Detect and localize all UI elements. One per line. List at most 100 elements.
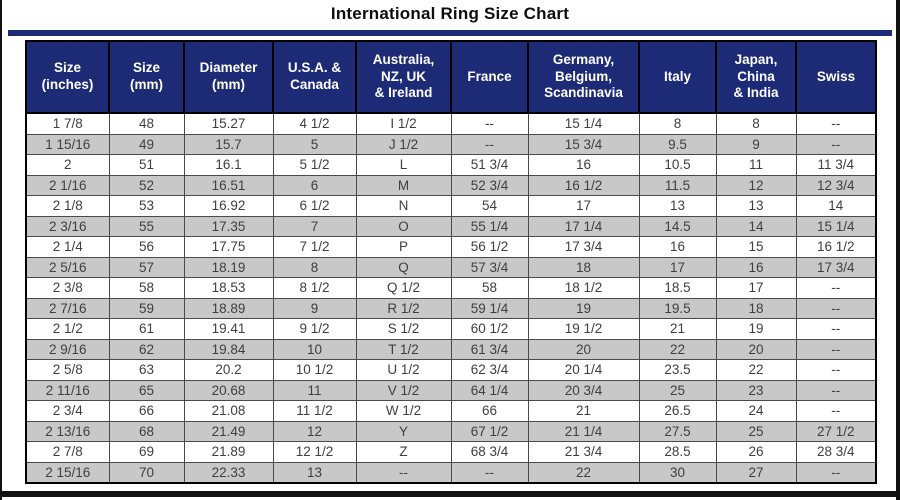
table-cell: 14 — [715, 215, 797, 237]
table-cell: -- — [795, 133, 877, 155]
table-cell: -- — [450, 112, 529, 135]
table-cell: 4 1/2 — [272, 112, 357, 135]
table-cell: S 1/2 — [355, 318, 452, 340]
table-cell: 2 3/4 — [25, 400, 110, 422]
table-cell: 9 1/2 — [272, 318, 357, 340]
table-cell: 9 — [715, 133, 797, 155]
table-cell: -- — [795, 318, 877, 340]
table-cell: 13 — [715, 195, 797, 217]
table-cell: 15 1/4 — [795, 215, 877, 237]
table-cell: 11 — [715, 154, 797, 176]
table-cell: 23.5 — [638, 359, 717, 381]
table-cell: -- — [795, 277, 877, 299]
table-cell: 27 1/2 — [795, 420, 877, 442]
table-row: 2 13/16 68 21.49 12 Y 67 1/2 21 1/4 27.5 25 27 1/… — [25, 420, 877, 442]
table-cell: 21 1/4 — [527, 420, 640, 442]
table-cell: -- — [795, 379, 877, 401]
table-cell: 18.89 — [183, 297, 274, 319]
table-cell: 10 1/2 — [272, 359, 357, 381]
table-cell: 20 1/4 — [527, 359, 640, 381]
table-cell: 11 — [272, 379, 357, 401]
column-header: Italy — [638, 40, 717, 114]
table-cell: 20 — [527, 338, 640, 360]
table-cell: 61 3/4 — [450, 338, 529, 360]
table-cell: 8 — [272, 256, 357, 278]
table-cell: -- — [795, 112, 877, 135]
table-cell: -- — [450, 133, 529, 155]
table-cell: 30 — [638, 461, 717, 484]
table-cell: 21 — [527, 400, 640, 422]
table-cell: 57 — [108, 256, 185, 278]
table-cell: 62 — [108, 338, 185, 360]
table-cell: Z — [355, 441, 452, 463]
table-cell: 16 — [638, 236, 717, 258]
table-cell: 2 5/8 — [25, 359, 110, 381]
table-cell: O — [355, 215, 452, 237]
table-cell: 22.33 — [183, 461, 274, 484]
table-cell: 64 1/4 — [450, 379, 529, 401]
table-cell: -- — [355, 461, 452, 484]
table-cell: 22 — [527, 461, 640, 484]
table-cell: 15.7 — [183, 133, 274, 155]
table-cell: 52 3/4 — [450, 174, 529, 196]
table-cell: 2 7/16 — [25, 297, 110, 319]
table-cell: 60 1/2 — [450, 318, 529, 340]
table-cell: 51 3/4 — [450, 154, 529, 176]
table-cell: -- — [795, 297, 877, 319]
table-cell: 17 1/4 — [527, 215, 640, 237]
table-cell: L — [355, 154, 452, 176]
table-cell: 19.5 — [638, 297, 717, 319]
table-cell: 14.5 — [638, 215, 717, 237]
table-cell: 15.27 — [183, 112, 274, 135]
table-cell: 7 1/2 — [272, 236, 357, 258]
table-cell: 11.5 — [638, 174, 717, 196]
table-cell: U 1/2 — [355, 359, 452, 381]
table-cell: 62 3/4 — [450, 359, 529, 381]
table-cell: 18 — [527, 256, 640, 278]
table-cell: 2 1/16 — [25, 174, 110, 196]
table-cell: 8 — [715, 112, 797, 135]
table-cell: W 1/2 — [355, 400, 452, 422]
table-cell: 26 — [715, 441, 797, 463]
table-cell: 63 — [108, 359, 185, 381]
table-cell: 2 13/16 — [25, 420, 110, 442]
table-cell: -- — [795, 338, 877, 360]
table-cell: 54 — [450, 195, 529, 217]
column-header: Size (mm) — [108, 40, 185, 114]
table-cell: 11 3/4 — [795, 154, 877, 176]
table-cell: 24 — [715, 400, 797, 422]
table-cell: 20.2 — [183, 359, 274, 381]
table-row: 2 1/2 61 19.41 9 1/2 S 1/2 60 1/2 19 1/2 21 19 -- — [25, 318, 877, 340]
table-cell: 16 1/2 — [795, 236, 877, 258]
title-divider — [8, 30, 892, 36]
table-cell: 5 1/2 — [272, 154, 357, 176]
table-cell: 9 — [272, 297, 357, 319]
table-cell: 21.49 — [183, 420, 274, 442]
table-cell: 6 1/2 — [272, 195, 357, 217]
table-cell: 20 — [715, 338, 797, 360]
table-cell: 21 — [638, 318, 717, 340]
table-row: 2 51 16.1 5 1/2 L 51 3/4 16 10.5 11 11 3/4 — [25, 154, 877, 176]
table-cell: 7 — [272, 215, 357, 237]
column-header: Australia, NZ, UK & Ireland — [355, 40, 452, 114]
table-cell: 2 3/16 — [25, 215, 110, 237]
table-cell: 66 — [450, 400, 529, 422]
table-cell: 68 3/4 — [450, 441, 529, 463]
table-cell: 18 1/2 — [527, 277, 640, 299]
table-cell: 15 3/4 — [527, 133, 640, 155]
table-cell: 19.84 — [183, 338, 274, 360]
table-cell: 15 1/4 — [527, 112, 640, 135]
table-cell: N — [355, 195, 452, 217]
table-cell: 59 1/4 — [450, 297, 529, 319]
table-cell: 20.68 — [183, 379, 274, 401]
table-row: 2 5/8 63 20.2 10 1/2 U 1/2 62 3/4 20 1/4 23.5 22… — [25, 359, 877, 381]
table-cell: 25 — [715, 420, 797, 442]
table-cell: 51 — [108, 154, 185, 176]
table-cell: 56 1/2 — [450, 236, 529, 258]
table-cell: 22 — [715, 359, 797, 381]
table-cell: T 1/2 — [355, 338, 452, 360]
table-cell: 27.5 — [638, 420, 717, 442]
table-cell: 19.41 — [183, 318, 274, 340]
table-row: 2 7/16 59 18.89 9 R 1/2 59 1/4 19 19.5 18 -- — [25, 297, 877, 319]
table-cell: 2 1/8 — [25, 195, 110, 217]
